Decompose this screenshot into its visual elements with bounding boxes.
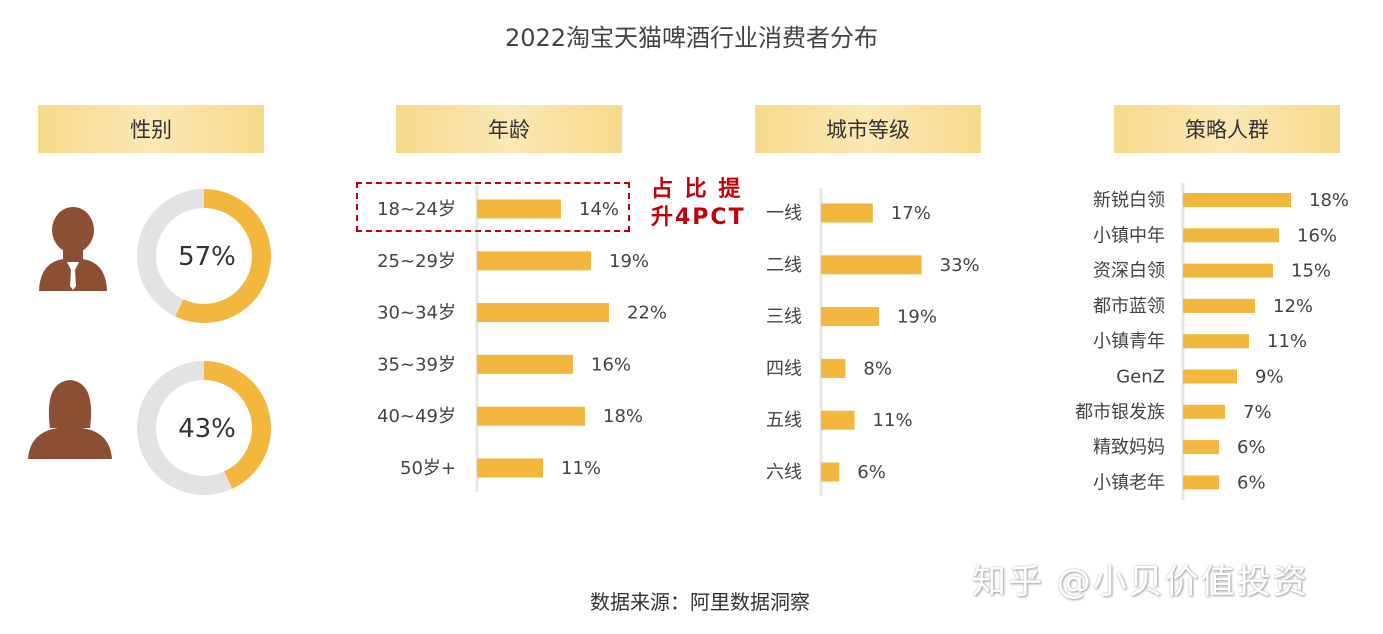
bar [821,255,922,275]
watermark: 知乎 @小贝价值投资 [972,562,1309,602]
category-label: 40~49岁 [377,406,456,427]
bar [477,354,573,374]
bar [821,307,879,327]
value-label: 11% [561,458,601,479]
donut-value-label: 57% [178,242,236,272]
bar [477,406,585,426]
callout-line-1: 占 比 提 [651,177,743,202]
bar [1183,440,1219,455]
value-label: 12% [1273,296,1313,317]
data-source: 数据来源：阿里数据洞察 [590,590,810,614]
value-label: 33% [940,255,980,276]
value-label: 11% [1267,331,1307,352]
category-label: 50岁+ [400,458,456,479]
category-label: 小镇老年 [1093,472,1165,493]
callout-text: 占 比 提 升4PCT [651,176,746,232]
bar [821,462,840,482]
category-label: 四线 [766,358,802,379]
value-label: 7% [1243,402,1272,423]
donut-slice [137,189,271,323]
category-label: 五线 [766,410,802,431]
category-label: 都市银发族 [1075,402,1165,423]
bar [1183,404,1225,419]
category-label: 都市蓝领 [1093,296,1165,317]
bar [1183,475,1219,490]
strategy-group-header: 策略人群 [1114,105,1340,153]
value-label: 14% [579,199,619,220]
bar [477,303,609,323]
category-label: 30~34岁 [377,303,456,324]
gender-header: 性别 [38,105,264,153]
category-label: 精致妈妈 [1093,437,1165,458]
callout-line-2: 升4PCT [651,205,746,230]
male-avatar-icon [39,207,107,291]
female-avatar-icon [28,380,112,459]
category-label: 35~39岁 [377,354,456,375]
category-label: 18~24岁 [377,199,456,220]
category-label: 一线 [766,203,802,224]
bar [1183,334,1249,349]
category-label: GenZ [1116,367,1165,388]
value-label: 8% [863,358,892,379]
bar [1183,263,1273,278]
age-header: 年龄 [396,105,622,153]
value-label: 18% [603,406,643,427]
bar [821,410,855,430]
city-tier-header: 城市等级 [755,105,981,153]
bar [477,199,561,219]
bar [1183,193,1291,207]
category-label: 小镇中年 [1093,225,1165,246]
category-label: 六线 [766,462,802,483]
category-label: 二线 [766,255,802,276]
value-label: 19% [897,307,937,328]
bar [1183,298,1255,313]
bar [821,203,873,223]
value-label: 15% [1291,261,1331,282]
category-label: 资深白领 [1093,261,1165,282]
value-label: 18% [1309,190,1349,211]
category-label: 小镇青年 [1093,331,1165,352]
category-label: 三线 [766,307,802,328]
value-label: 22% [627,303,667,324]
bar [1183,369,1237,384]
value-label: 6% [1237,472,1266,493]
value-label: 16% [1297,225,1337,246]
value-label: 16% [591,354,631,375]
chart-title: 2022淘宝天猫啤酒行业消费者分布 [504,24,879,52]
category-label: 新锐白领 [1093,190,1165,211]
category-label: 25~29岁 [377,251,456,272]
value-label: 9% [1255,367,1284,388]
bar [821,358,846,378]
bar [477,458,543,478]
bar [1183,228,1279,243]
value-label: 17% [891,203,931,224]
value-label: 11% [873,410,913,431]
donut-value-label: 43% [178,414,236,444]
value-label: 6% [857,462,886,483]
donut-slice [137,361,271,495]
bar [477,251,591,271]
value-label: 19% [609,251,649,272]
highlight-box [356,182,630,232]
value-label: 6% [1237,437,1266,458]
